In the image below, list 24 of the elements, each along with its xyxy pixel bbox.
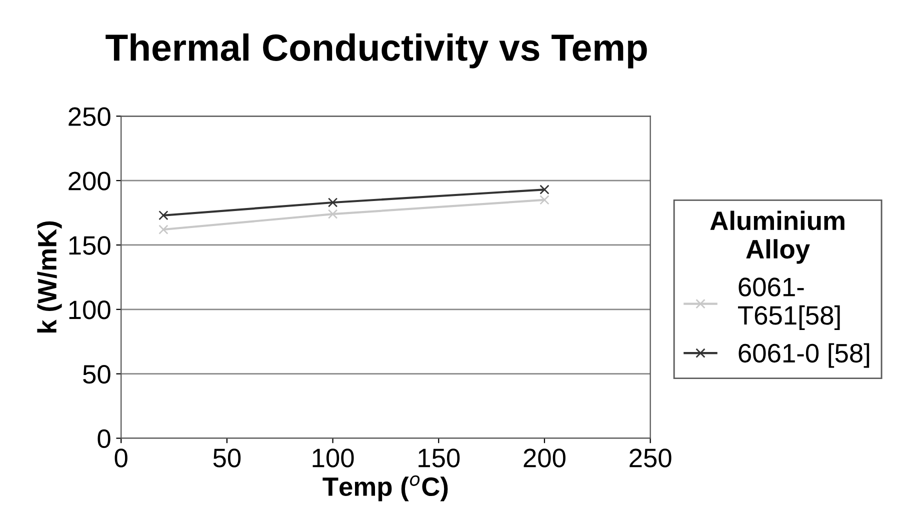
y-axis-title: k (W/mK) bbox=[37, 221, 62, 333]
y-tick-label: 100 bbox=[69, 300, 110, 320]
point bbox=[328, 198, 338, 208]
x-tick-label: 150 bbox=[418, 448, 460, 468]
x-tick-label: 50 bbox=[213, 448, 241, 468]
legend-label: 6061- T651[58] bbox=[738, 278, 840, 330]
point bbox=[540, 195, 550, 205]
y-tick-label: 50 bbox=[83, 364, 110, 384]
legend-label: 6061-0 [58] bbox=[738, 343, 870, 368]
point bbox=[158, 224, 168, 234]
legend-title: Aluminium Alloy bbox=[710, 210, 844, 264]
point bbox=[540, 184, 550, 194]
y-tick-label: 200 bbox=[68, 172, 110, 190]
point bbox=[158, 210, 168, 220]
x-tick-label: 100 bbox=[312, 448, 354, 468]
x-tick-label: 200 bbox=[524, 448, 566, 468]
y-tick-label: 150 bbox=[69, 236, 110, 255]
x-tick-label: 0 bbox=[114, 448, 128, 468]
x-tick-label: 250 bbox=[630, 448, 672, 468]
chart-title: Thermal Conductivity vs Temp bbox=[106, 33, 647, 68]
y-tick-label: 0 bbox=[98, 429, 110, 448]
y-tick-label: 250 bbox=[68, 107, 110, 126]
x-axis-title: Temp ($^{o}$C) bbox=[322, 475, 448, 502]
point bbox=[328, 209, 338, 219]
